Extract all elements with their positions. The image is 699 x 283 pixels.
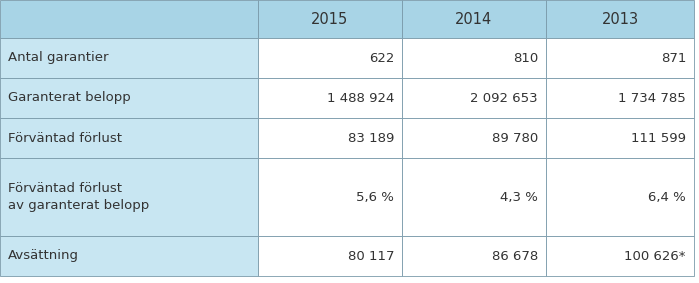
Text: 89 780: 89 780 <box>492 132 538 145</box>
Bar <box>546 236 694 276</box>
Bar <box>546 158 694 236</box>
Text: 810: 810 <box>513 52 538 65</box>
Bar <box>402 158 546 236</box>
Bar <box>258 236 402 276</box>
Bar <box>0 158 258 236</box>
Bar <box>546 38 694 78</box>
Text: 2014: 2014 <box>455 12 493 27</box>
Bar <box>258 118 402 158</box>
Text: 871: 871 <box>661 52 686 65</box>
Text: Förväntad förlust: Förväntad förlust <box>8 132 122 145</box>
Text: 1 488 924: 1 488 924 <box>326 91 394 104</box>
Bar <box>258 78 402 118</box>
Text: 4,3 %: 4,3 % <box>500 190 538 203</box>
Bar <box>258 158 402 236</box>
Text: 100 626*: 100 626* <box>624 250 686 263</box>
Bar <box>258 38 402 78</box>
Text: Avsättning: Avsättning <box>8 250 79 263</box>
Bar <box>0 38 258 78</box>
Text: Antal garantier: Antal garantier <box>8 52 108 65</box>
Bar <box>0 78 258 118</box>
Text: 80 117: 80 117 <box>347 250 394 263</box>
Bar <box>402 38 546 78</box>
Text: 2013: 2013 <box>601 12 639 27</box>
Bar <box>546 118 694 158</box>
Text: 86 678: 86 678 <box>492 250 538 263</box>
Text: 5,6 %: 5,6 % <box>356 190 394 203</box>
Bar <box>0 118 258 158</box>
Bar <box>402 0 546 38</box>
Bar <box>402 78 546 118</box>
Text: 111 599: 111 599 <box>631 132 686 145</box>
Text: 6,4 %: 6,4 % <box>648 190 686 203</box>
Text: 2 092 653: 2 092 653 <box>470 91 538 104</box>
Bar <box>546 0 694 38</box>
Bar <box>402 118 546 158</box>
Bar <box>0 236 258 276</box>
Bar <box>0 0 258 38</box>
Text: 2015: 2015 <box>311 12 349 27</box>
Text: 622: 622 <box>368 52 394 65</box>
Bar <box>402 236 546 276</box>
Text: Förväntad förlust
av garanterat belopp: Förväntad förlust av garanterat belopp <box>8 183 150 211</box>
Text: 1 734 785: 1 734 785 <box>618 91 686 104</box>
Text: Garanterat belopp: Garanterat belopp <box>8 91 131 104</box>
Bar <box>258 0 402 38</box>
Text: 83 189: 83 189 <box>347 132 394 145</box>
Bar <box>546 78 694 118</box>
